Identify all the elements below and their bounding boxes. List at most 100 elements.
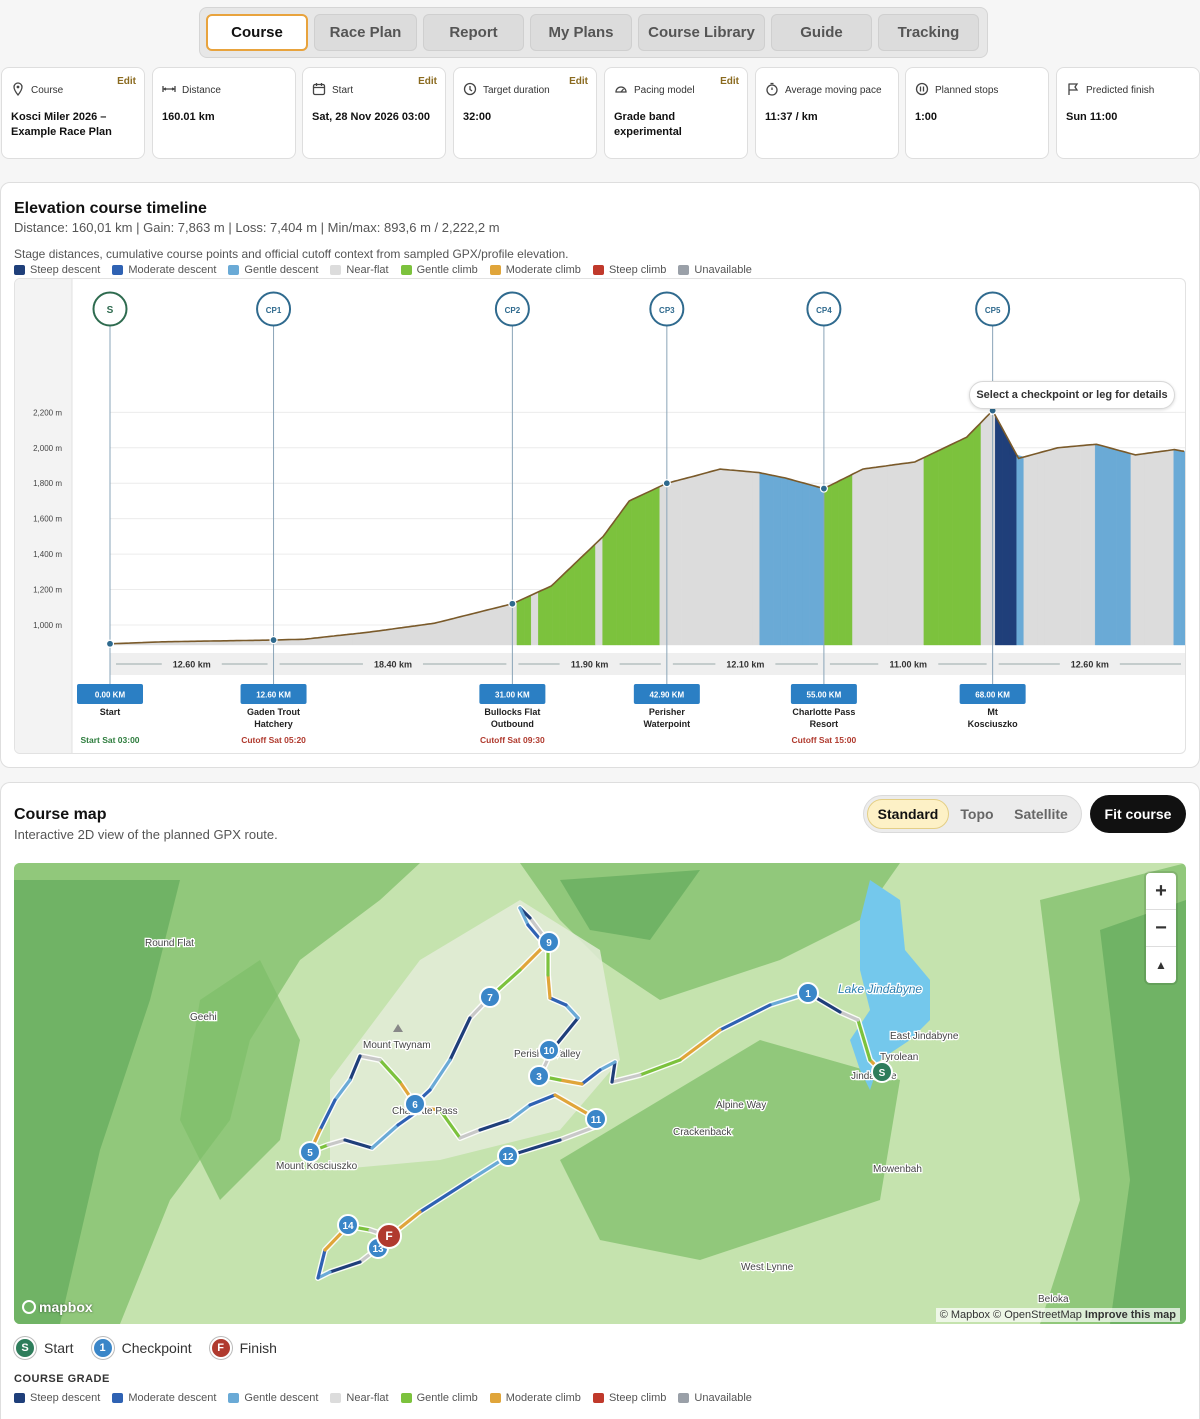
profile-segment[interactable] bbox=[652, 486, 660, 646]
checkpoint-circle[interactable] bbox=[494, 291, 530, 327]
profile-segment[interactable] bbox=[659, 482, 668, 646]
profile-segment[interactable] bbox=[388, 628, 396, 646]
profile-segment[interactable] bbox=[1037, 450, 1046, 646]
profile-segment[interactable] bbox=[1137, 453, 1146, 646]
profile-segment[interactable] bbox=[845, 473, 853, 646]
profile-segment[interactable] bbox=[987, 415, 996, 646]
profile-segment[interactable] bbox=[1073, 445, 1082, 646]
route-segment[interactable] bbox=[328, 1260, 362, 1274]
route-segment[interactable] bbox=[508, 1103, 532, 1122]
profile-segment[interactable] bbox=[588, 543, 596, 646]
profile-segment[interactable] bbox=[566, 563, 575, 646]
checkpoint-circle[interactable] bbox=[256, 291, 292, 327]
profile-segment[interactable] bbox=[973, 422, 982, 646]
checkpoint-cp2[interactable]: CP2 bbox=[494, 291, 530, 327]
profile-segment[interactable] bbox=[980, 414, 989, 646]
profile-segment[interactable] bbox=[688, 475, 696, 646]
map-style-topo[interactable]: Topo bbox=[960, 806, 994, 822]
profile-segment[interactable] bbox=[930, 450, 939, 646]
profile-segment[interactable] bbox=[1094, 444, 1103, 646]
route-segment[interactable] bbox=[856, 1018, 872, 1062]
station-km-badge[interactable] bbox=[633, 684, 700, 704]
profile-segment[interactable] bbox=[531, 591, 539, 646]
profile-segment[interactable] bbox=[909, 460, 917, 646]
route-segment[interactable] bbox=[316, 1270, 332, 1280]
leg-distance[interactable]: 12.60 km bbox=[1071, 660, 1109, 670]
profile-segment[interactable] bbox=[723, 469, 732, 646]
route-segment[interactable] bbox=[458, 1128, 482, 1140]
profile-segment[interactable] bbox=[795, 480, 803, 646]
profile-segment[interactable] bbox=[359, 632, 368, 646]
profile-segment[interactable] bbox=[352, 632, 361, 646]
profile-segment[interactable] bbox=[402, 626, 411, 646]
map-marker-11[interactable]: 11 bbox=[585, 1108, 607, 1130]
profile-segment[interactable] bbox=[752, 471, 760, 646]
profile-segment[interactable] bbox=[1102, 445, 1110, 646]
leg-distance[interactable]: 18.40 km bbox=[374, 660, 412, 670]
profile-segment[interactable] bbox=[1080, 444, 1089, 646]
leg-distance[interactable]: 11.00 km bbox=[889, 660, 927, 670]
profile-segment[interactable] bbox=[416, 624, 425, 646]
elevation-chart-svg[interactable]: 2,200 m 2,000 m 1,800 m 1,600 m 1,400 m 1,200… bbox=[15, 279, 1186, 754]
marker-dot[interactable] bbox=[376, 1223, 402, 1249]
checkpoint-circle[interactable] bbox=[975, 291, 1011, 327]
checkpoint-point[interactable] bbox=[662, 479, 671, 488]
profile-segment[interactable] bbox=[673, 479, 682, 646]
profile-segment[interactable] bbox=[773, 475, 782, 646]
profile-segment[interactable] bbox=[880, 465, 889, 646]
profile-segment[interactable] bbox=[602, 526, 610, 646]
map-marker-s[interactable]: S bbox=[871, 1061, 893, 1083]
tab-course[interactable]: Course bbox=[206, 14, 308, 51]
profile-segment[interactable] bbox=[523, 594, 532, 646]
map-marker-5[interactable]: 5 bbox=[299, 1141, 321, 1163]
checkpoint-circle[interactable] bbox=[649, 291, 685, 327]
profile-segment[interactable] bbox=[595, 536, 603, 646]
profile-segment[interactable] bbox=[338, 634, 346, 646]
zoom-in-button[interactable]: + bbox=[1146, 873, 1176, 910]
checkpoint-point[interactable] bbox=[105, 639, 115, 648]
tab-tracking[interactable]: Tracking bbox=[878, 14, 979, 51]
marker-dot[interactable] bbox=[299, 1141, 321, 1163]
station-km-badge[interactable] bbox=[240, 684, 307, 704]
route-segment[interactable] bbox=[638, 1058, 682, 1077]
profile-segment[interactable] bbox=[638, 493, 646, 646]
route-segment[interactable] bbox=[518, 906, 530, 927]
profile-segment[interactable] bbox=[1023, 454, 1032, 646]
marker-dot[interactable] bbox=[585, 1108, 607, 1130]
profile-segment[interactable] bbox=[887, 464, 896, 646]
profile-segment[interactable] bbox=[395, 627, 403, 646]
profile-segment[interactable] bbox=[538, 588, 546, 646]
profile-segment[interactable] bbox=[1030, 452, 1039, 646]
profile-segment[interactable] bbox=[381, 629, 389, 646]
profile-segment[interactable] bbox=[1144, 452, 1153, 646]
checkpoint-cp5[interactable]: CP5 bbox=[975, 291, 1011, 327]
map-style-satellite[interactable]: Satellite bbox=[1014, 806, 1068, 822]
route-segment[interactable] bbox=[548, 996, 568, 1007]
profile-segment[interactable] bbox=[959, 436, 967, 646]
profile-segment[interactable] bbox=[559, 570, 568, 646]
profile-segment[interactable] bbox=[695, 473, 703, 646]
profile-segment[interactable] bbox=[895, 463, 903, 646]
route-segment[interactable] bbox=[370, 1123, 400, 1150]
route-segment[interactable] bbox=[564, 1003, 580, 1020]
tab-guide[interactable]: Guide bbox=[771, 14, 872, 51]
profile-segment[interactable] bbox=[716, 469, 725, 646]
profile-segment[interactable] bbox=[780, 476, 789, 646]
profile-segment[interactable] bbox=[573, 557, 582, 646]
route-segment[interactable] bbox=[318, 1098, 337, 1132]
profile-segment[interactable] bbox=[1130, 453, 1139, 646]
profile-segment[interactable] bbox=[466, 613, 475, 646]
compass-button[interactable]: ▲ bbox=[1155, 958, 1167, 972]
profile-segment[interactable] bbox=[609, 517, 618, 646]
route-segment[interactable] bbox=[343, 1138, 374, 1150]
profile-segment[interactable] bbox=[1087, 444, 1096, 646]
route-segment[interactable] bbox=[718, 1003, 772, 1032]
profile-segment[interactable] bbox=[859, 468, 867, 646]
leg-distance[interactable]: 11.90 km bbox=[571, 660, 609, 670]
profile-segment[interactable] bbox=[645, 489, 653, 646]
profile-segment[interactable] bbox=[545, 584, 553, 646]
checkpoint-cp1[interactable]: CP1 bbox=[256, 291, 292, 327]
tab-course-library[interactable]: Course Library bbox=[638, 14, 765, 51]
leg-distance[interactable]: 12.10 km bbox=[726, 660, 764, 670]
profile-segment[interactable] bbox=[766, 473, 775, 646]
